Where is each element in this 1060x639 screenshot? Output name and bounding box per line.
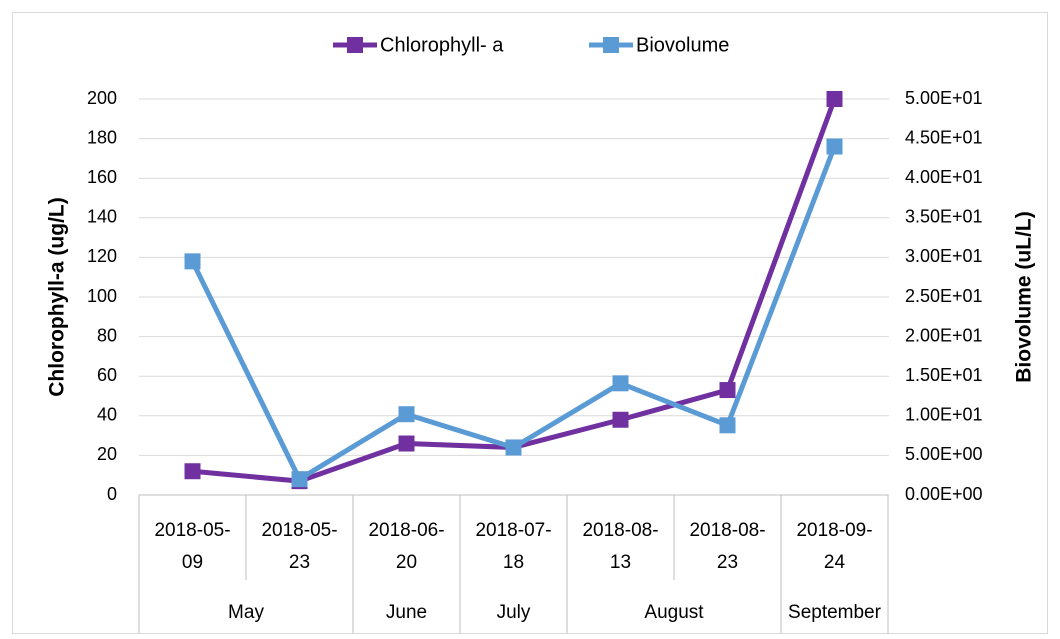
marker [398, 406, 415, 423]
legend-label: Biovolume [636, 34, 729, 56]
y2-tick-label: 5.00E+00 [905, 444, 983, 464]
y2-tick-label: 2.00E+01 [905, 325, 983, 345]
y-tick-label: 20 [97, 444, 117, 464]
y-tick-label: 140 [87, 207, 117, 227]
marker [184, 463, 201, 480]
y2-tick-label: 5.00E+01 [905, 88, 983, 108]
x-tick-label: 2018-08-23 [689, 520, 766, 573]
y2-tick-label: 4.50E+01 [905, 127, 983, 147]
y-tick-label: 0 [107, 484, 117, 504]
y2-tick-label: 3.50E+01 [905, 207, 983, 227]
marker [398, 435, 415, 452]
y-tick-label: 120 [87, 246, 117, 266]
y-axis-title: Chlorophyll-a (ug/L) [46, 197, 69, 396]
marker [826, 91, 843, 107]
y2-tick-label: 1.50E+01 [905, 365, 983, 385]
series-line [192, 98, 837, 484]
y-tick-label: 60 [97, 365, 117, 385]
y2-tick-label: 2.50E+01 [905, 286, 983, 306]
marker [291, 471, 308, 488]
marker [719, 417, 736, 434]
y2-axis-title: Biovolume (uL/L) [1013, 211, 1036, 383]
y2-tick-label: 0.00E+00 [905, 484, 983, 504]
x-tick-label: 2018-09-24 [796, 520, 873, 573]
y2-tick-label: 1.00E+01 [905, 405, 983, 425]
x-group-label: August [644, 602, 704, 623]
x-tick-label: 2018-08-13 [582, 520, 659, 573]
y-tick-label: 200 [87, 88, 117, 108]
x-tick-label: 2018-05-09 [154, 520, 231, 573]
y2-tick-label: 4.00E+01 [905, 167, 983, 187]
y-tick-label: 40 [97, 405, 117, 425]
x-tick-label: 2018-06-20 [368, 520, 445, 573]
y-tick-label: 180 [87, 127, 117, 147]
marker [612, 375, 629, 392]
legend-marker [347, 37, 363, 53]
legend-label: Chlorophyll- a [380, 34, 504, 56]
x-group-label: July [496, 602, 531, 623]
x-group-label: June [385, 602, 428, 623]
marker [505, 439, 522, 456]
x-tick-label: 2018-07-18 [475, 520, 552, 573]
y-tick-label: 160 [87, 167, 117, 187]
marker [719, 382, 736, 399]
x-tick-label: 2018-05-23 [261, 520, 338, 573]
marker [184, 253, 201, 270]
chart-border [12, 12, 1048, 634]
legend-marker [603, 37, 619, 53]
series-line [190, 145, 837, 482]
y-tick-label: 80 [97, 325, 117, 345]
y2-tick-label: 3.00E+01 [905, 246, 983, 266]
x-group-label: September [788, 602, 881, 623]
marker [826, 138, 843, 155]
x-group-label: May [228, 602, 264, 623]
marker [612, 411, 629, 428]
y-tick-label: 100 [87, 286, 117, 306]
